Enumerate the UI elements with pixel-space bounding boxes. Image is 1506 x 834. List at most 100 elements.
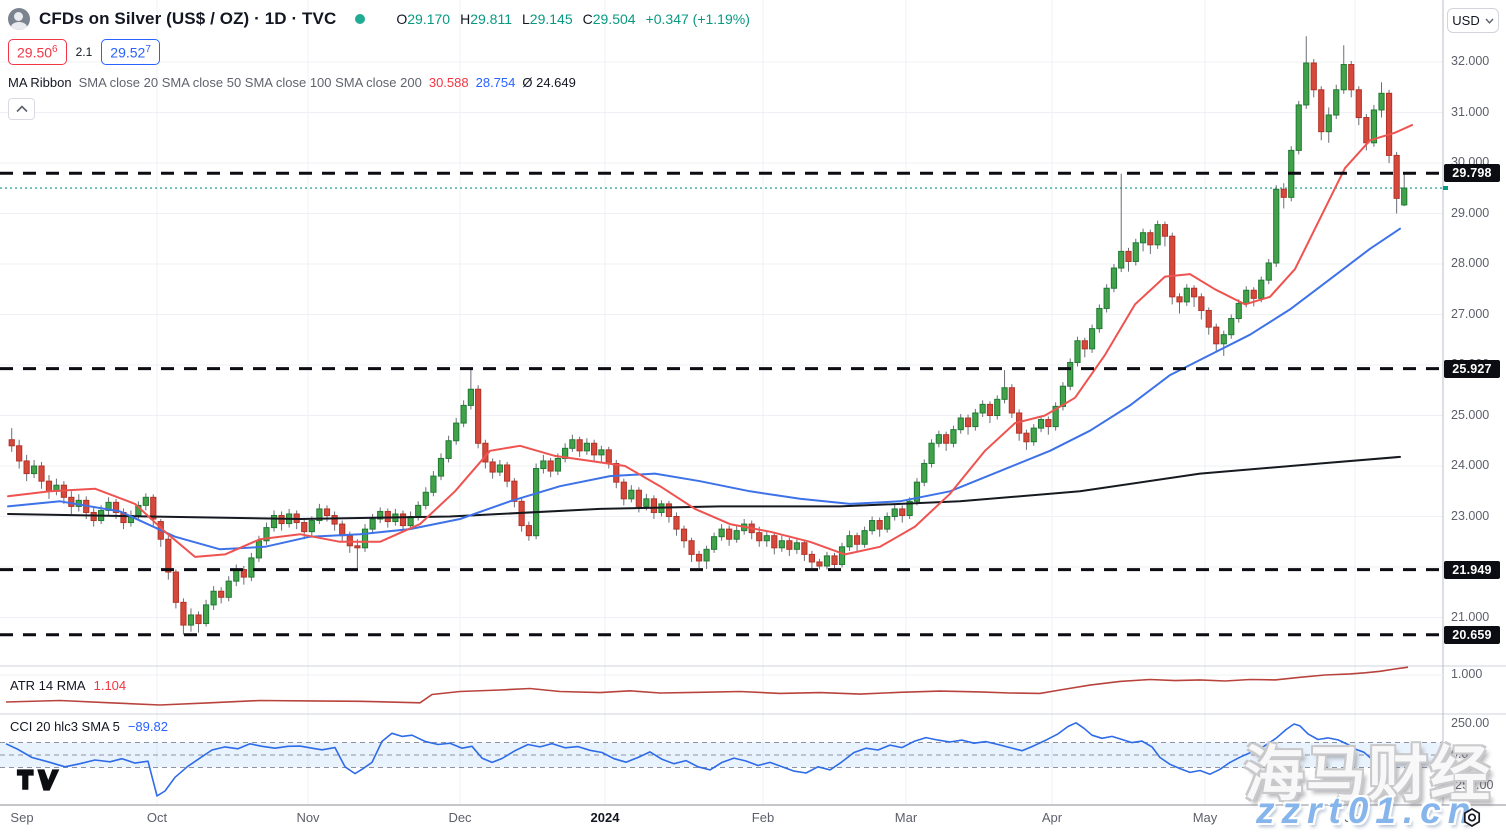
candle-body bbox=[778, 540, 785, 549]
indicator-name: MA Ribbon bbox=[8, 75, 72, 90]
price-level-badge[interactable]: 25.927 bbox=[1444, 359, 1500, 378]
indicator-legend-cci[interactable]: CCI 20 hlc3 SMA 5 −89.82 bbox=[10, 719, 168, 734]
candle-body bbox=[763, 535, 770, 542]
candle-body bbox=[45, 480, 53, 492]
candle-body bbox=[233, 569, 240, 582]
candle-body bbox=[554, 457, 561, 472]
tradingview-logo[interactable] bbox=[16, 768, 62, 792]
candle-body bbox=[710, 536, 718, 550]
price-axis-label: 23.000 bbox=[1451, 508, 1490, 523]
candle-body bbox=[195, 614, 202, 625]
low-value: 29.145 bbox=[529, 11, 573, 27]
candle-body bbox=[165, 538, 172, 573]
sma50-value: 28.754 bbox=[475, 75, 516, 90]
candle-body bbox=[1103, 287, 1110, 309]
candle-body bbox=[635, 489, 642, 507]
atr-value: 1.104 bbox=[93, 678, 127, 693]
candle-body bbox=[540, 460, 547, 470]
sma-line bbox=[7, 455, 1401, 520]
candle-body bbox=[1183, 287, 1190, 303]
settings-gear-icon[interactable] bbox=[1461, 807, 1483, 829]
candle-body bbox=[172, 571, 179, 603]
indicator-legend-ma-ribbon[interactable]: MA Ribbon SMA close 20 SMA close 50 SMA … bbox=[8, 75, 750, 90]
currency-selector[interactable]: USD bbox=[1447, 8, 1499, 33]
candle-body bbox=[377, 510, 384, 520]
candle-body bbox=[1340, 64, 1347, 91]
candle-body bbox=[225, 580, 232, 598]
candle-body bbox=[467, 388, 474, 406]
candle-body bbox=[30, 465, 38, 475]
candle-body bbox=[665, 503, 673, 517]
candle-body bbox=[1228, 318, 1235, 336]
change-value: +0.347 (+1.19%) bbox=[645, 11, 750, 27]
symbol-title[interactable]: CFDs on Silver (US$ / OZ) · 1D · TVC bbox=[39, 9, 337, 28]
atr-line bbox=[5, 666, 1409, 706]
candle-body bbox=[437, 457, 445, 477]
candle-body bbox=[1378, 92, 1385, 111]
candle-body bbox=[964, 417, 972, 428]
candle-body bbox=[38, 465, 45, 482]
price-level-badge[interactable]: 21.949 bbox=[1444, 560, 1500, 579]
candle-body bbox=[331, 514, 338, 525]
candle-body bbox=[906, 500, 913, 516]
candle-body bbox=[263, 527, 270, 542]
cci-axis-label: -250.00 bbox=[1451, 778, 1494, 792]
candle-body bbox=[1096, 307, 1103, 330]
price-level-badge[interactable]: 20.659 bbox=[1444, 625, 1500, 644]
candle-body bbox=[369, 518, 376, 530]
sell-price-button[interactable]: 29.506 bbox=[8, 39, 67, 65]
candle-body bbox=[323, 508, 331, 516]
candle-body bbox=[650, 498, 658, 513]
candle-body bbox=[511, 480, 518, 502]
indicator-legend-atr[interactable]: ATR 14 RMA 1.104 bbox=[10, 678, 127, 693]
candle-body bbox=[240, 569, 247, 578]
candle-body bbox=[986, 403, 994, 417]
candle-body bbox=[576, 439, 583, 452]
time-axis-label: Oct bbox=[146, 810, 168, 825]
chevron-up-icon bbox=[15, 105, 28, 113]
candle-body bbox=[1037, 419, 1045, 429]
candle-body bbox=[1052, 405, 1059, 428]
candle-body bbox=[16, 445, 23, 462]
candle-body bbox=[202, 604, 210, 625]
candle-body bbox=[1303, 62, 1310, 106]
price-axis-label: 32.000 bbox=[1451, 54, 1490, 68]
candle-body bbox=[415, 504, 422, 518]
candle-body bbox=[68, 496, 75, 507]
candle-body bbox=[838, 546, 846, 565]
candle-body bbox=[1250, 289, 1257, 299]
candle-body bbox=[950, 429, 957, 444]
candle-body bbox=[943, 434, 950, 444]
time-axis-label: Apr bbox=[1041, 810, 1063, 825]
candle-body bbox=[869, 520, 876, 532]
candle-body bbox=[1190, 287, 1198, 298]
candle-body bbox=[680, 528, 688, 542]
candle-body bbox=[1205, 309, 1212, 328]
candle-body bbox=[1110, 267, 1118, 289]
price-level-badge[interactable]: 29.798 bbox=[1444, 164, 1500, 183]
candle-body bbox=[1147, 232, 1154, 246]
time-axis-label: Sep bbox=[10, 810, 34, 825]
candle-body bbox=[430, 475, 437, 493]
collapse-pane-button[interactable] bbox=[8, 98, 35, 120]
buy-price-button[interactable]: 29.527 bbox=[101, 39, 160, 65]
time-axis-label: Feb bbox=[751, 810, 775, 825]
candle-body bbox=[643, 498, 650, 507]
sma-line bbox=[7, 227, 1401, 551]
candle-body bbox=[861, 530, 868, 545]
candle-body bbox=[793, 542, 800, 550]
candle-body bbox=[445, 440, 452, 459]
candle-body bbox=[23, 460, 30, 475]
candle-body bbox=[1067, 361, 1074, 387]
cci-line bbox=[5, 722, 1396, 797]
sma200-value: Ø 24.649 bbox=[522, 75, 576, 90]
time-axis-label: Nov bbox=[296, 810, 320, 825]
candle-body bbox=[613, 462, 620, 483]
candle-body bbox=[504, 464, 511, 482]
candle-body bbox=[142, 496, 149, 506]
candle-body bbox=[1198, 296, 1205, 311]
candle-body bbox=[1118, 250, 1125, 269]
candle-body bbox=[1169, 235, 1176, 298]
candle-body bbox=[899, 508, 906, 516]
